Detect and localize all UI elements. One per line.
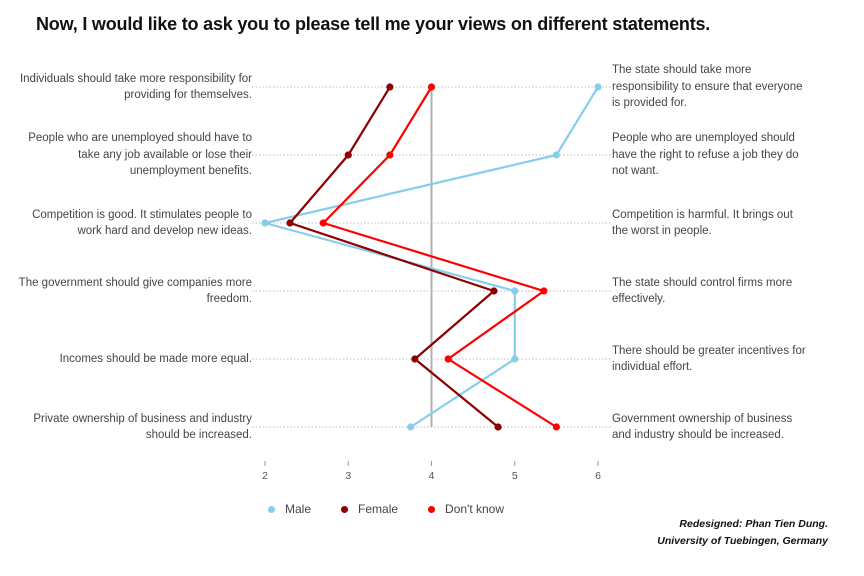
legend-item-2: Don't know (428, 502, 504, 516)
right-statement-2: Competition is harmful. It brings out th… (612, 208, 793, 238)
legend-item-1: Female (341, 502, 398, 516)
left-statement-0: Individuals should take more responsibil… (19, 72, 252, 102)
series-1-point-5 (494, 423, 502, 431)
series-line-1 (288, 86, 499, 428)
left-statement-3: The government should give companies mor… (18, 276, 252, 306)
x-tick-label-0: 2 (262, 470, 268, 482)
series-2-point-1 (386, 151, 394, 159)
series-1-point-0 (386, 83, 394, 91)
series-0-point-5 (407, 423, 415, 431)
chart-legend: Male Female Don't know (268, 502, 534, 516)
series-line-2 (322, 86, 557, 428)
series-2-point-5 (552, 423, 560, 431)
legend-dot-icon (341, 505, 349, 513)
chart-title: Now, I would like to ask you to please t… (36, 14, 711, 34)
left-statement-2: Competition is good. It stimulates peopl… (32, 208, 252, 238)
series-1-point-3 (490, 287, 498, 295)
x-tick-label-3: 5 (512, 470, 518, 482)
x-tick-label-4: 6 (595, 470, 601, 482)
right-statement-5: Government ownership of business and ind… (612, 412, 793, 442)
series-2-point-4 (444, 355, 452, 363)
credit-line-1: Redesigned: Phan Tien Dung. (679, 518, 828, 530)
series-0-point-0 (594, 83, 602, 91)
series-1-point-2 (286, 219, 294, 227)
right-statement-0: The state should take more responsibilit… (612, 64, 803, 109)
series-0-point-2 (261, 219, 269, 227)
x-tick-label-1: 3 (345, 470, 351, 482)
left-statement-4: Incomes should be made more equal. (59, 352, 252, 365)
series-2-point-0 (427, 83, 436, 91)
x-tick-label-2: 4 (429, 470, 435, 482)
legend-label: Female (358, 502, 399, 516)
credit-text: Redesigned: Phan Tien Dung. University o… (657, 516, 828, 550)
legend-label: Don't know (445, 502, 505, 516)
legend-item-0: Male (268, 502, 311, 516)
right-statement-4: There should be greater incentives for i… (612, 344, 806, 374)
series-1-point-1 (344, 151, 352, 159)
legend-dot-icon (268, 505, 275, 513)
series-2-point-3 (540, 287, 548, 295)
credit-line-2: University of Tuebingen, Germany (657, 535, 828, 547)
series-0-point-3 (511, 287, 519, 295)
legend-label: Male (285, 502, 312, 516)
series-0-point-1 (552, 151, 560, 159)
series-1-point-4 (411, 355, 419, 363)
left-statement-5: Private ownership of business and indust… (33, 412, 252, 442)
left-statement-1: People who are unemployed should have to… (28, 132, 252, 177)
series-2-point-2 (319, 219, 327, 227)
legend-dot-icon (428, 505, 436, 513)
right-statement-1: People who are unemployed should have th… (612, 132, 799, 177)
right-statement-3: The state should control firms more effe… (612, 276, 793, 306)
series-0-point-4 (511, 355, 519, 363)
